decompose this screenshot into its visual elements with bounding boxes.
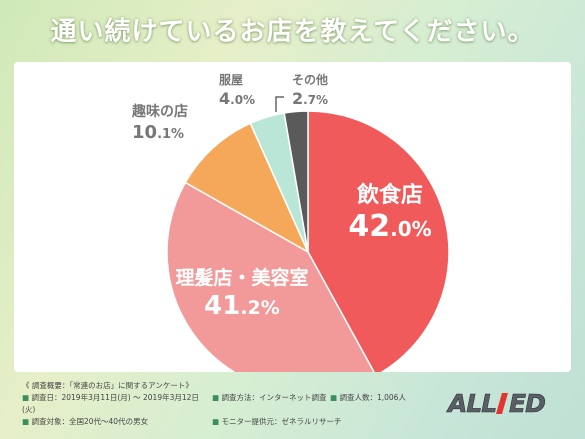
page-title: 通い続けているお店を教えてください。 bbox=[50, 16, 535, 47]
slice-name: 飲食店 bbox=[356, 182, 423, 208]
chart-card: 飲食店 42.0% 理髪店・美容室 41.2% 趣味の店 10.1% 服屋 4.0% その他 2.… bbox=[14, 62, 571, 372]
bullet-icon: ■ bbox=[212, 417, 220, 426]
survey-period: 調査日：2019年3月11日(月) 〜 2019年3月12日(火) bbox=[22, 393, 199, 414]
survey-heading: 《 調査概要：「常連のお店」に関するアンケート》 bbox=[22, 381, 193, 390]
pie-slice bbox=[283, 110, 309, 253]
survey-footer: 《 調査概要：「常連のお店」に関するアンケート》 ■ 調査日：2019年3月11… bbox=[22, 380, 442, 428]
pie-slice bbox=[307, 110, 450, 372]
slice-value: 41.2% bbox=[204, 291, 280, 321]
slice-value: 42.0% bbox=[348, 209, 431, 244]
slice-label: 服屋 4.0% bbox=[219, 72, 255, 108]
bullet-icon: ■ bbox=[22, 393, 30, 402]
slice-value: 4.0% bbox=[219, 89, 255, 108]
survey-provider: モニター提供元：ゼネラルリサーチ bbox=[221, 417, 342, 426]
survey-count: 調査人数：1,006人 bbox=[339, 393, 406, 402]
logo-text-end: ED bbox=[509, 389, 545, 418]
title-bar: 通い続けているお店を教えてください。 bbox=[0, 0, 585, 58]
slice-value: 2.7% bbox=[292, 89, 328, 108]
slice-label: その他 2.7% bbox=[292, 72, 328, 108]
logo-accent-icon bbox=[496, 393, 508, 414]
slice-label: 趣味の店 10.1% bbox=[131, 103, 188, 143]
logo-text: ALL bbox=[446, 389, 496, 418]
slice-name: 服屋 bbox=[219, 72, 243, 87]
bullet-icon: ■ bbox=[330, 393, 338, 402]
leader-line bbox=[275, 96, 284, 112]
slice-name: 趣味の店 bbox=[131, 103, 188, 120]
slice-name: 理髪店・美容室 bbox=[175, 266, 308, 289]
slice-value: 10.1% bbox=[132, 122, 184, 143]
bullet-icon: ■ bbox=[212, 393, 220, 402]
pie-slice bbox=[184, 122, 310, 254]
allied-logo: ALL ED bbox=[446, 389, 546, 419]
slice-name: その他 bbox=[292, 72, 328, 87]
survey-method: 調査方法：インターネット調査 bbox=[221, 393, 327, 402]
pie-slice bbox=[166, 181, 375, 372]
bullet-icon: ■ bbox=[22, 417, 30, 426]
survey-target: 調査対象：全国20代〜40代の男女 bbox=[31, 417, 149, 426]
